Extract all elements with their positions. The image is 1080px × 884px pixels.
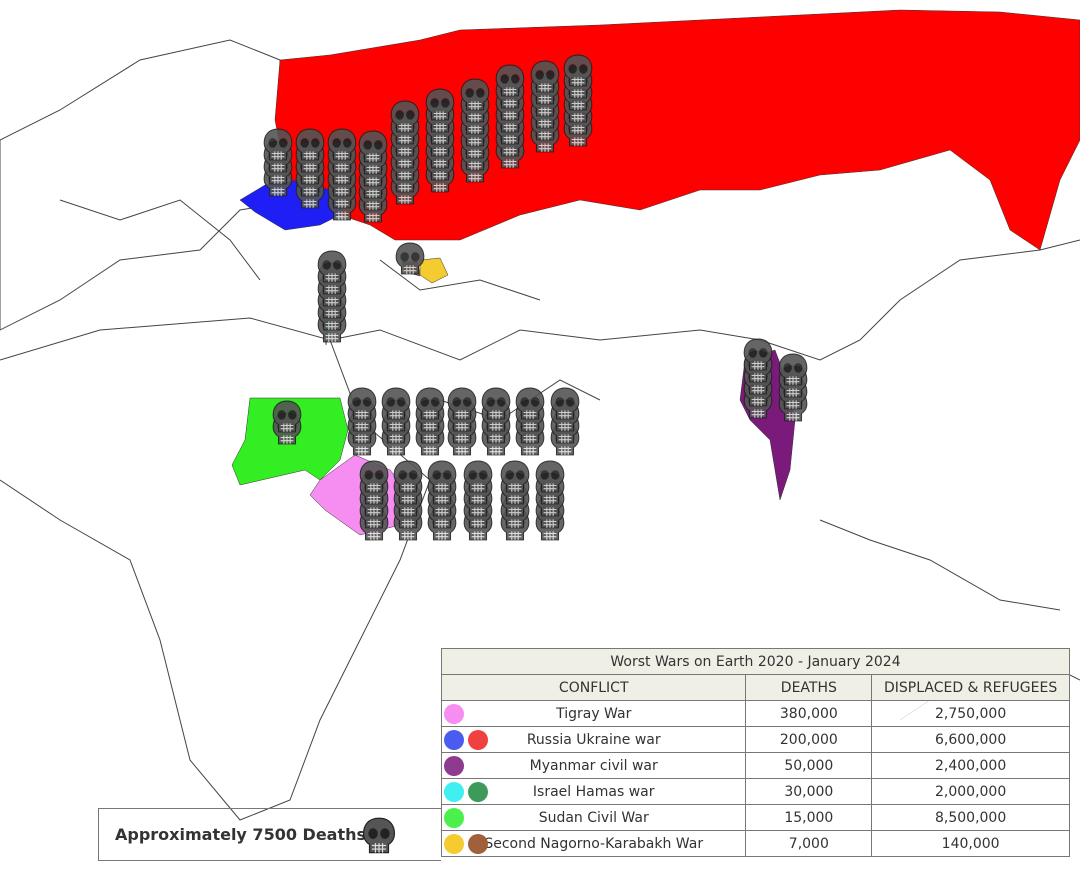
conflict-name: Israel Hamas war	[532, 783, 655, 800]
conflict-color	[468, 730, 488, 750]
conflict-color	[444, 730, 464, 750]
conflict-name: Myanmar civil war	[529, 757, 658, 774]
displaced: 8,500,000	[871, 804, 1070, 831]
displaced: 140,000	[871, 830, 1070, 857]
deaths: 380,000	[745, 700, 873, 727]
deaths: 15,000	[745, 804, 873, 831]
table-title: Worst Wars on Earth 2020 - January 2024	[441, 648, 1070, 675]
conflict-color	[444, 756, 464, 776]
column-header: DISPLACED & REFUGEES	[871, 674, 1070, 701]
legend-skull	[362, 817, 396, 854]
conflict-cell: Russia Ukraine war	[440, 726, 747, 753]
table-row: Second Nagorno-Karabakh War 7,000 140,000	[440, 830, 1070, 857]
conflict-name: Sudan Civil War	[538, 809, 649, 826]
legend-text: Approximately 7500 Deaths	[115, 825, 367, 844]
table-row: Russia Ukraine war 200,000 6,600,000	[440, 726, 1070, 753]
conflict-table: Worst Wars on Earth 2020 - January 2024 …	[440, 648, 1070, 857]
displaced: 2,750,000	[871, 700, 1070, 727]
column-header: CONFLICT	[440, 674, 747, 701]
displaced: 2,400,000	[871, 752, 1070, 779]
table-row: Israel Hamas war 30,000 2,000,000	[440, 778, 1070, 805]
conflict-name: Russia Ukraine war	[526, 731, 661, 748]
conflict-color	[444, 834, 464, 854]
conflict-name: Second Nagorno-Karabakh War	[484, 835, 704, 852]
skull	[395, 242, 425, 275]
displaced: 2,000,000	[871, 778, 1070, 805]
conflict-color	[444, 782, 464, 802]
conflict-cell: Myanmar civil war	[440, 752, 747, 779]
table-row: Tigray War 380,000 2,750,000	[440, 700, 1070, 727]
legend: Approximately 7500 Deaths	[98, 808, 441, 861]
conflict-color	[468, 834, 488, 854]
deaths: 7,000	[745, 830, 873, 857]
displaced: 6,600,000	[871, 726, 1070, 753]
conflict-cell: Tigray War	[440, 700, 747, 727]
deaths: 50,000	[745, 752, 873, 779]
conflict-cell: Israel Hamas war	[440, 778, 747, 805]
deaths: 200,000	[745, 726, 873, 753]
table-row: Sudan Civil War 15,000 8,500,000	[440, 804, 1070, 831]
conflict-cell: Sudan Civil War	[440, 804, 747, 831]
conflict-countries	[231, 9, 1080, 536]
column-header: DEATHS	[745, 674, 873, 701]
conflict-color	[444, 704, 464, 724]
table-row: Myanmar civil war 50,000 2,400,000	[440, 752, 1070, 779]
conflict-color	[468, 782, 488, 802]
conflict-cell: Second Nagorno-Karabakh War	[440, 830, 747, 857]
conflict-color	[444, 808, 464, 828]
conflict-name: Tigray War	[556, 705, 632, 722]
deaths: 30,000	[745, 778, 873, 805]
